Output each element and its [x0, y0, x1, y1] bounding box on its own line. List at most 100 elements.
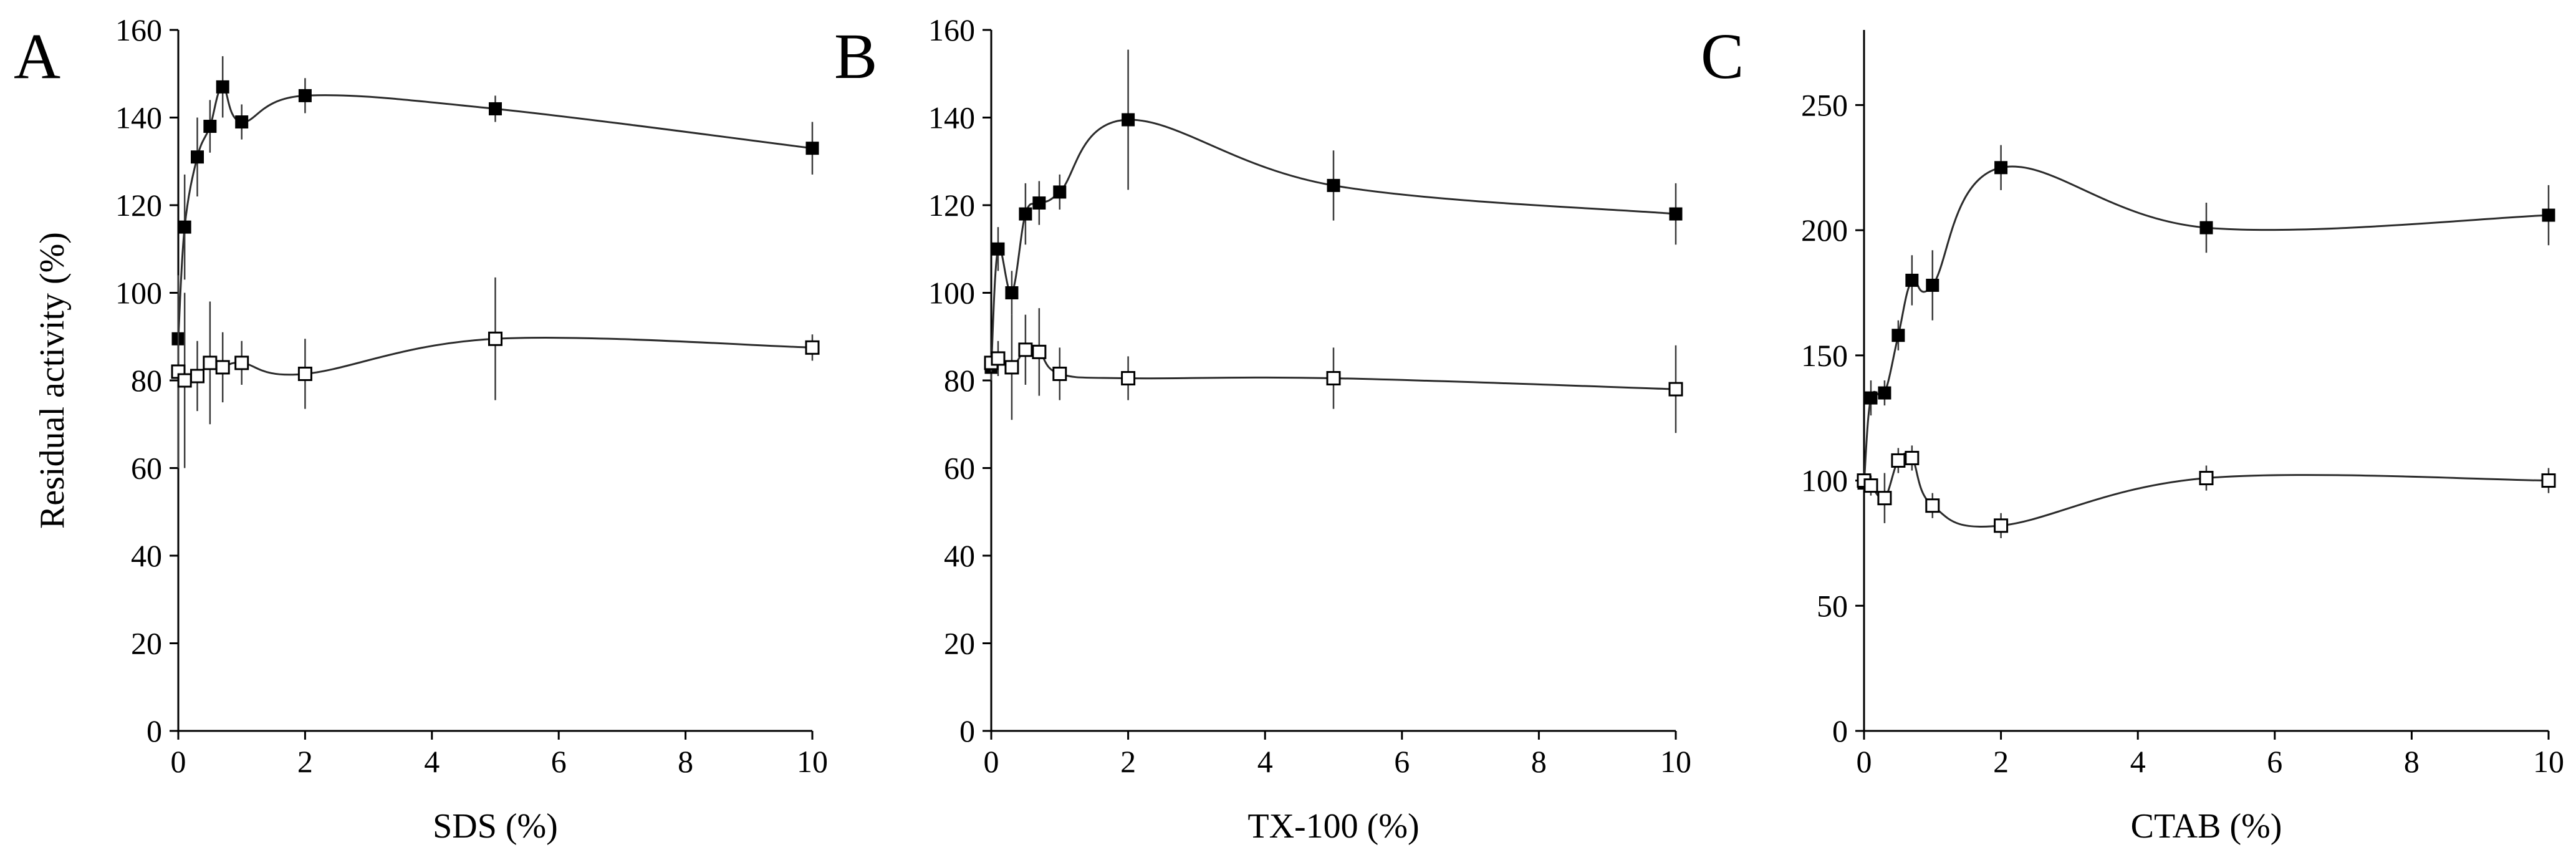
data-point [1032, 344, 1047, 359]
y-tick-label: 140 [115, 100, 162, 135]
x-tick-label: 0 [1857, 744, 1872, 779]
x-tick-label: 0 [171, 744, 186, 779]
data-point [178, 220, 191, 234]
y-tick-label: 120 [115, 188, 162, 223]
data-point [1032, 196, 1046, 210]
series-open [984, 308, 1683, 433]
y-tick-label: 160 [928, 12, 975, 47]
data-point [1877, 491, 1892, 506]
y-tick-label: 100 [928, 276, 975, 311]
data-point [1005, 286, 1019, 299]
x-tick-label: 10 [1660, 744, 1691, 779]
x-tick-label: 4 [1257, 744, 1273, 779]
data-point [1326, 370, 1341, 385]
data-point [1121, 370, 1136, 385]
data-point [489, 102, 502, 115]
x-axis-title: CTAB (%) [2131, 807, 2282, 846]
y-tick-label: 20 [944, 626, 975, 661]
data-point [177, 373, 192, 388]
data-point [216, 80, 229, 94]
data-point [203, 120, 217, 133]
data-point [298, 89, 312, 102]
data-point [1994, 518, 2009, 533]
data-point [234, 355, 249, 370]
y-tick-label: 120 [928, 188, 975, 223]
data-point [1994, 161, 2008, 175]
series-open [171, 275, 820, 468]
y-tick-label: 50 [1817, 588, 1848, 623]
x-tick-label: 10 [797, 744, 828, 779]
data-point [1004, 360, 1019, 375]
data-point [805, 142, 819, 155]
x-tick-label: 4 [2130, 744, 2146, 779]
series-filled [1857, 145, 2555, 491]
series-open [1857, 445, 2556, 538]
y-axis-title: Residual activity (%) [33, 232, 72, 529]
data-point [1864, 391, 1878, 405]
data-point [1669, 207, 1683, 221]
data-point [1925, 498, 1940, 513]
data-point [235, 115, 249, 129]
data-point [1926, 278, 1939, 292]
series-filled [171, 56, 819, 383]
y-tick-label: 0 [147, 713, 162, 748]
y-tick-label: 0 [959, 713, 975, 748]
data-point [215, 360, 230, 375]
data-point [1891, 453, 1906, 468]
y-tick-label: 100 [115, 276, 162, 311]
y-tick-label: 80 [131, 363, 162, 398]
y-tick-label: 100 [1801, 463, 1848, 498]
panel-b: B 0 20 40 60 80 100 120 140 160 0 2 4 6 8 10 TX-100 (%) [834, 12, 1691, 846]
data-point [1878, 386, 1891, 400]
data-point [1053, 185, 1067, 199]
panel-a: A 0 20 40 60 80 100 120 140 160 0 2 4 6 8 10 SDS (%) Resi… [14, 12, 828, 846]
x-tick-label: 8 [1531, 744, 1547, 779]
data-point [1891, 329, 1905, 342]
y-tick-label: 40 [131, 538, 162, 573]
y-tick-label: 0 [1832, 713, 1848, 748]
data-point [191, 150, 204, 164]
panel-letter-b: B [834, 21, 877, 92]
data-point [1122, 113, 1135, 127]
x-tick-label: 4 [424, 744, 440, 779]
x-axis-title: SDS (%) [433, 807, 558, 846]
data-point [1052, 366, 1067, 381]
x-tick-label: 6 [1394, 744, 1410, 779]
y-tick-label: 40 [944, 538, 975, 573]
series-filled [984, 49, 1683, 380]
data-point [1905, 450, 1920, 465]
x-tick-label: 2 [1120, 744, 1136, 779]
data-point [991, 351, 1006, 366]
data-point [203, 355, 218, 370]
y-tick-label: 60 [944, 451, 975, 486]
data-point [805, 340, 820, 355]
panel-c: C 0 50 100 150 200 250 0 2 4 6 8 10 CTAB (%) [1701, 21, 2564, 846]
y-tick-label: 250 [1801, 87, 1848, 122]
y-tick-label: 140 [928, 100, 975, 135]
data-point [297, 366, 312, 381]
data-point [2199, 221, 2213, 234]
data-point [2542, 208, 2555, 222]
data-point [1863, 478, 1878, 493]
y-tick-label: 80 [944, 363, 975, 398]
x-tick-label: 6 [551, 744, 567, 779]
data-point [1018, 342, 1033, 357]
x-tick-label: 8 [678, 744, 693, 779]
data-point [1668, 382, 1683, 397]
data-point [488, 331, 502, 346]
y-tick-label: 20 [131, 626, 162, 661]
data-point [2199, 471, 2214, 486]
x-tick-label: 2 [1993, 744, 2009, 779]
data-point [1905, 273, 1919, 287]
y-tick-label: 200 [1801, 213, 1848, 248]
x-tick-label: 0 [984, 744, 999, 779]
data-point [1019, 207, 1032, 221]
y-tick-label: 160 [115, 12, 162, 47]
y-tick-label: 60 [131, 451, 162, 486]
x-tick-label: 8 [2404, 744, 2420, 779]
panel-letter-a: A [14, 21, 60, 92]
x-tick-label: 10 [2533, 744, 2564, 779]
panel-letter-c: C [1701, 21, 1744, 92]
data-point [991, 242, 1005, 256]
